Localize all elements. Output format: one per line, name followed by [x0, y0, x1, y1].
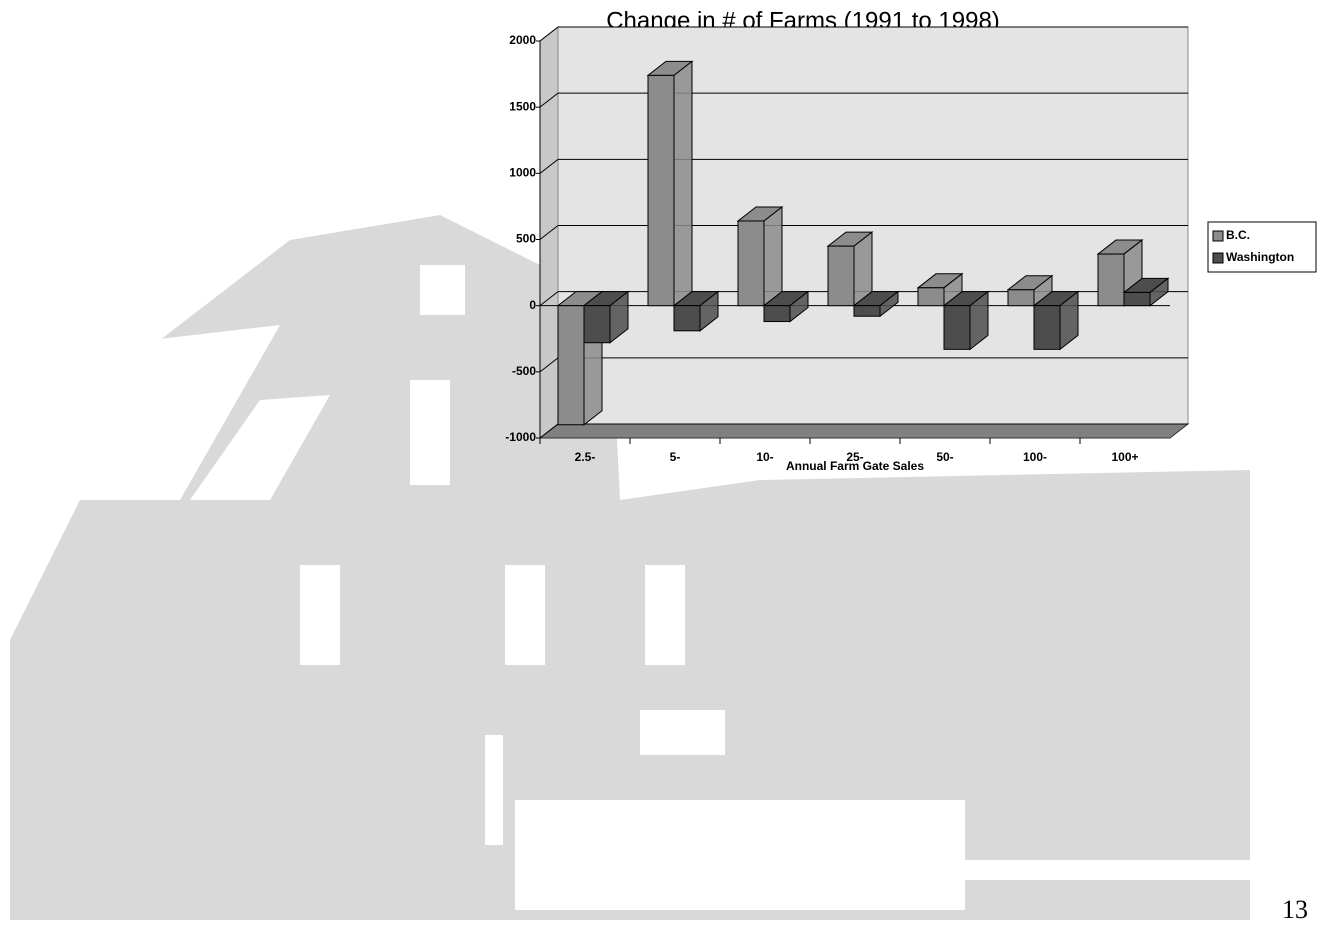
- bar-front: [1123, 291, 1151, 307]
- x-axis-label: Annual Farm Gate Sales: [786, 459, 924, 473]
- grid-line: [539, 158, 559, 174]
- bar-front: [673, 305, 701, 332]
- legend-swatch: [1212, 252, 1224, 264]
- floor: [538, 423, 1190, 439]
- y-tick-label: 0: [529, 298, 536, 312]
- x-tick-label: 25-: [846, 450, 863, 464]
- bar-front: [1097, 253, 1125, 307]
- bar: [646, 60, 694, 307]
- bar-front: [827, 245, 855, 307]
- bar-front: [853, 305, 881, 317]
- x-tick-label: 100+: [1111, 450, 1138, 464]
- bar-front: [647, 74, 675, 307]
- bar-front: [1033, 305, 1061, 350]
- bar-side: [763, 205, 783, 307]
- bar-front: [557, 305, 585, 426]
- bar-front: [917, 287, 945, 307]
- bar-front: [737, 220, 765, 307]
- y-tick-label: 500: [516, 232, 536, 246]
- y-tick-label: 2000: [509, 33, 536, 47]
- barn-illustration: [10, 215, 1250, 920]
- grid-line: [539, 291, 559, 307]
- bar: [582, 290, 630, 344]
- x-tick-label: 10-: [756, 450, 773, 464]
- grid-line: [539, 92, 559, 108]
- bar: [852, 290, 900, 318]
- x-tick-label: 50-: [936, 450, 953, 464]
- grid-line: [539, 357, 559, 373]
- page-number: 13: [1282, 895, 1308, 924]
- grid-line: [539, 26, 559, 42]
- x-tick-label: 2.5-: [575, 450, 596, 464]
- bar: [762, 290, 810, 323]
- grid-line: [539, 225, 559, 240]
- bar-front: [1007, 289, 1035, 307]
- grid-line: [539, 423, 559, 439]
- y-tick-label: 1500: [509, 99, 536, 113]
- bar: [736, 205, 784, 307]
- y-tick-label: -500: [512, 364, 536, 378]
- bar: [1032, 290, 1080, 351]
- bar: [1006, 274, 1054, 307]
- bar: [1122, 277, 1170, 307]
- bar-front: [943, 305, 971, 350]
- legend-label: B.C.: [1226, 228, 1250, 242]
- bar-side: [673, 60, 693, 307]
- x-tick-label: 5-: [670, 450, 681, 464]
- y-tick-label: 1000: [509, 166, 536, 180]
- x-tick-label: 100-: [1023, 450, 1047, 464]
- bar-front: [763, 305, 791, 323]
- bar: [672, 290, 720, 332]
- legend-swatch: [1212, 230, 1224, 242]
- bar-front: [583, 305, 611, 344]
- bar: [916, 272, 964, 307]
- y-tick-label: -1000: [505, 430, 536, 444]
- bar: [942, 290, 990, 351]
- bar: [826, 231, 874, 307]
- legend-box: [1207, 221, 1317, 273]
- legend-label: Washington: [1226, 250, 1294, 264]
